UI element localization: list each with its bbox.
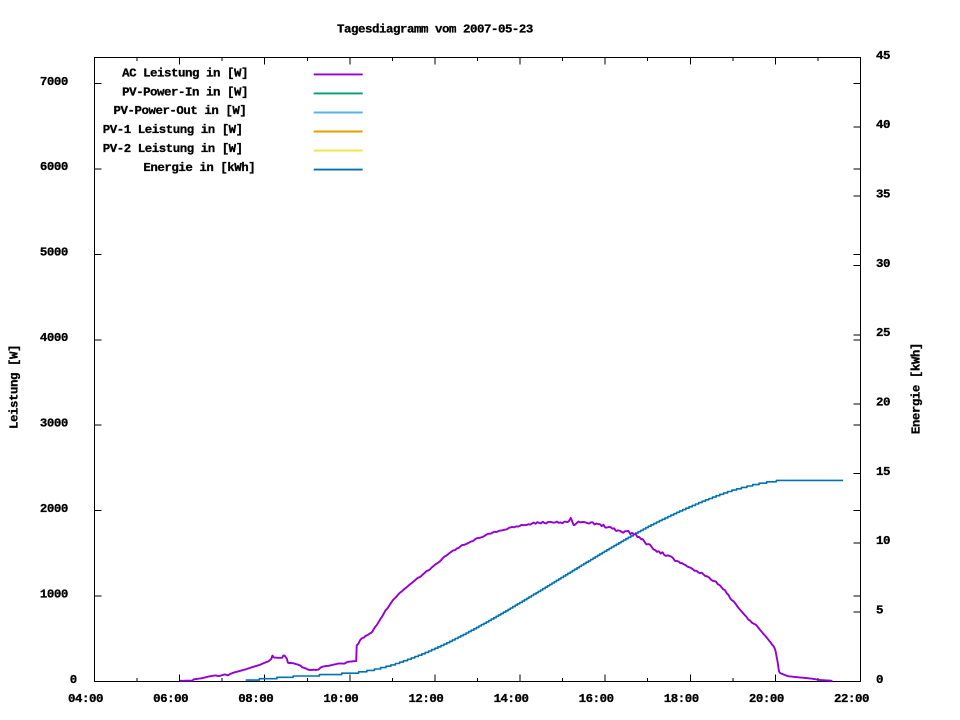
svg-text:08:00: 08:00	[238, 692, 273, 706]
svg-text:Leistung [W]: Leistung [W]	[8, 345, 22, 429]
svg-text:30: 30	[876, 257, 890, 271]
svg-text:14:00: 14:00	[494, 692, 529, 706]
svg-text:12:00: 12:00	[408, 692, 443, 706]
svg-text:16:00: 16:00	[579, 692, 614, 706]
svg-text:PV-2 Leistung in [W]: PV-2 Leistung in [W]	[103, 142, 243, 156]
svg-text:AC Leistung in [W]: AC Leistung in [W]	[122, 67, 248, 81]
svg-text:0: 0	[70, 673, 77, 687]
svg-text:40: 40	[876, 118, 890, 132]
svg-text:22:00: 22:00	[834, 692, 869, 706]
svg-text:Energie in [kWh]: Energie in [kWh]	[143, 161, 255, 175]
svg-text:3000: 3000	[40, 417, 68, 431]
svg-text:35: 35	[876, 187, 890, 201]
svg-text:PV-Power-In in [W]: PV-Power-In in [W]	[122, 85, 248, 99]
svg-text:0: 0	[876, 673, 883, 687]
svg-text:06:00: 06:00	[153, 692, 188, 706]
svg-text:4000: 4000	[40, 331, 68, 345]
svg-text:5: 5	[876, 603, 883, 617]
svg-text:PV-1 Leistung in [W]: PV-1 Leistung in [W]	[103, 123, 243, 137]
svg-text:10: 10	[876, 534, 890, 548]
svg-text:15: 15	[876, 465, 890, 479]
svg-text:1000: 1000	[40, 587, 68, 601]
svg-text:10:00: 10:00	[323, 692, 358, 706]
svg-text:Tagesdiagramm vom 2007-05-23: Tagesdiagramm vom 2007-05-23	[337, 23, 533, 37]
svg-text:Energie [kWh]: Energie [kWh]	[910, 343, 924, 434]
svg-text:5000: 5000	[40, 246, 68, 260]
svg-text:2000: 2000	[40, 502, 68, 516]
svg-text:25: 25	[876, 326, 890, 340]
svg-text:45: 45	[876, 49, 890, 63]
svg-text:20: 20	[876, 395, 890, 409]
svg-text:PV-Power-Out in [W]: PV-Power-Out in [W]	[113, 104, 246, 118]
svg-text:04:00: 04:00	[68, 692, 103, 706]
svg-text:7000: 7000	[40, 75, 68, 89]
svg-text:6000: 6000	[40, 160, 68, 174]
svg-text:20:00: 20:00	[749, 692, 784, 706]
svg-text:18:00: 18:00	[664, 692, 699, 706]
